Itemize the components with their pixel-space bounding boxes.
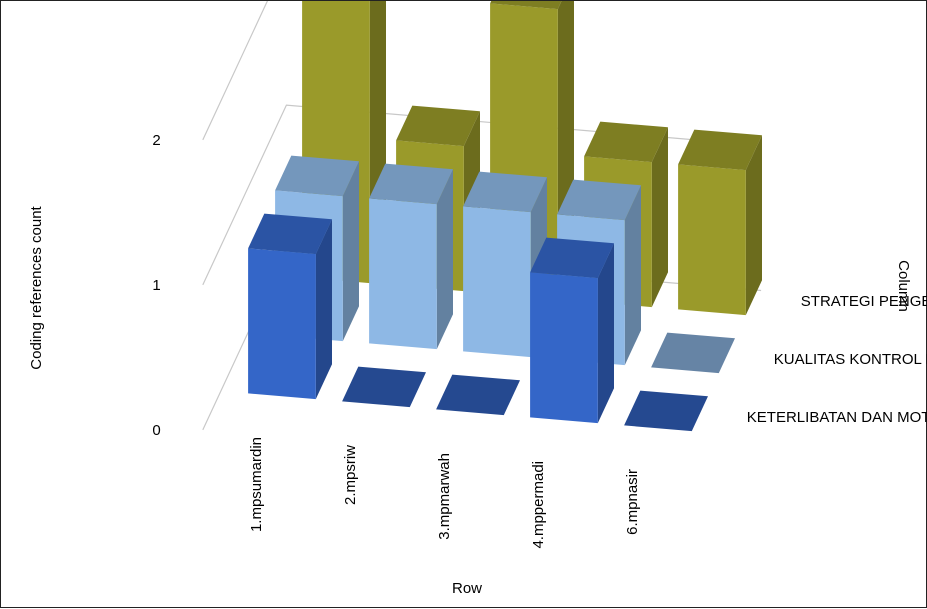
bar-top: [678, 129, 762, 171]
bar-top: [530, 237, 614, 279]
bar-top: [490, 1, 562, 10]
bar-side: [651, 127, 668, 308]
bar: [624, 390, 708, 432]
bar: [530, 237, 614, 424]
bar-side: [597, 243, 614, 424]
bar-front: [530, 272, 598, 424]
bar-base: [436, 374, 520, 416]
row-label: 4.mppermadi: [530, 461, 547, 549]
y-tick-label: 1: [152, 277, 160, 294]
row-label: 3.mpmarwah: [436, 453, 453, 540]
bar: [651, 332, 735, 374]
bar-front: [248, 248, 316, 400]
bar-side: [745, 135, 762, 316]
bar-side: [624, 185, 641, 366]
legend-title: Column: [895, 260, 912, 312]
x-axis-title: Row: [452, 580, 482, 597]
bar: [342, 366, 426, 408]
legend-label: KUALITAS KONTROL DAN REV: [774, 351, 927, 368]
bar-front: [463, 206, 531, 358]
bar-front: [369, 198, 437, 350]
bar-side: [436, 169, 453, 350]
row-label: 2.mpsriw: [342, 445, 359, 505]
y-axis-title: Coding references count: [28, 205, 45, 369]
bar-top: [396, 105, 480, 147]
bar-top: [584, 121, 668, 163]
bar-side: [342, 161, 359, 342]
bar: [436, 374, 520, 416]
bar-side: [315, 219, 332, 400]
bar-base: [342, 366, 426, 408]
bar-top: [369, 163, 453, 205]
row-label: 1.mpsumardin: [248, 437, 265, 532]
legend-label: STRATEGI PENGEMBANGAN: [801, 293, 927, 310]
bar: [248, 213, 332, 400]
bar-top: [557, 179, 641, 221]
y-tick-label: 2: [152, 132, 160, 149]
bar-top: [248, 213, 332, 255]
bar-front: [678, 164, 746, 316]
bar-top: [275, 155, 359, 197]
row-label: 6.mpnasir: [624, 469, 641, 535]
gridline: [202, 1, 762, 141]
legend-label: KETERLIBATAN DAN MOTIVAS: [747, 409, 927, 426]
bar: [369, 163, 453, 350]
bar: [678, 129, 762, 316]
y-tick-label: 0: [152, 422, 160, 439]
bar-base: [624, 390, 708, 432]
bar-base: [651, 332, 735, 374]
bar-top: [463, 171, 547, 213]
